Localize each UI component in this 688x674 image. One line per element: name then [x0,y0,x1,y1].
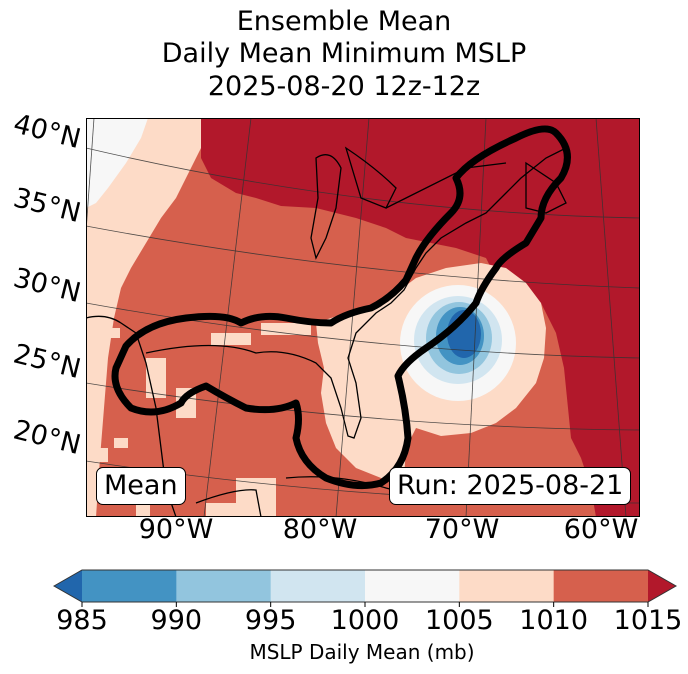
colorbar-segment-1005-1010 [459,570,555,602]
colorbar-tick-label: 1000 [330,605,400,636]
run-date-box: Run: 2025-08-21 [389,467,632,505]
colorbar [52,569,678,607]
lon-label-90w: 90°W [138,514,214,545]
lon-label-70w: 70°W [424,514,500,545]
colorbar-extend-high [648,570,676,602]
colorbar-tick-label: 990 [150,605,203,636]
title-line-2: Daily Mean Minimum MSLP [161,38,527,69]
colorbar-segment-985-990 [82,570,177,602]
lat-label-20n: 20°N [10,414,84,462]
colorbar-extend-low [54,570,82,602]
mean-label-box: Mean [96,467,186,505]
colorbar-segment-1010-1015 [553,570,649,602]
colorbar-segment-1000-1005 [365,570,460,602]
colorbar-tick-label: 1005 [424,605,494,636]
lat-label-35n: 35°N [10,182,84,230]
colorbar-tick-label: 1010 [519,605,589,636]
lat-label-25n: 25°N [10,338,84,386]
lon-label-60w: 60°W [563,514,639,545]
lat-label-40n: 40°N [10,108,84,156]
lat-label-30n: 30°N [10,262,84,310]
title-line-3: 2025-08-20 12z-12z [207,71,481,102]
colorbar-label: MSLP Daily Mean (mb) [249,640,475,664]
colorbar-tick-label: 1015 [613,605,683,636]
title-line-1: Ensemble Mean [236,6,452,37]
field-above-1015-north [201,118,640,517]
field-1000-1005-nw [86,118,148,208]
mslp-map [86,118,640,517]
colorbar-segment-990-995 [176,570,272,602]
field-1005-1010-west [86,118,216,517]
colorbar-segment-995-1000 [270,570,366,602]
lon-label-80w: 80°W [282,514,358,545]
forecast-outline [111,125,571,490]
colorbar-tick-label: 985 [56,605,108,636]
colorbar-tick-label: 995 [244,605,297,636]
